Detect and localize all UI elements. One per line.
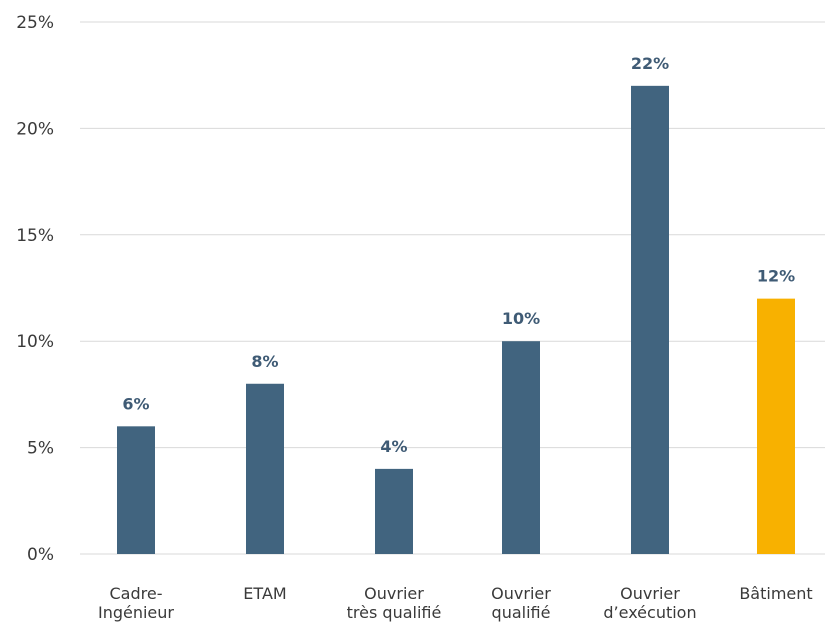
- category-label: Ouvrier très qualifié: [347, 584, 442, 622]
- y-tick-label: 10%: [16, 332, 54, 352]
- category-label: ETAM: [243, 584, 286, 603]
- category-label-line: ETAM: [243, 584, 286, 603]
- data-label: 4%: [380, 437, 407, 456]
- y-tick-label: 15%: [16, 226, 54, 246]
- bar: [631, 85, 669, 554]
- data-label: 10%: [502, 309, 540, 328]
- bar: [117, 426, 155, 554]
- category-label-line: Ouvrier: [620, 584, 680, 603]
- category-label-line: Ouvrier: [364, 584, 424, 603]
- data-label: 6%: [122, 394, 149, 413]
- y-tick-label: 5%: [27, 439, 54, 459]
- y-tick-label: 25%: [16, 13, 54, 33]
- y-tick-label: 20%: [16, 119, 54, 139]
- data-label: 22%: [631, 54, 669, 73]
- bar: [502, 341, 540, 554]
- category-label-line: Cadre-: [110, 584, 163, 603]
- category-label: Cadre-Ingénieur: [98, 584, 174, 622]
- category-label-line: qualifié: [492, 603, 551, 622]
- category-label: Ouvrier d’exécution: [603, 584, 696, 622]
- bar: [246, 383, 284, 554]
- category-label: Bâtiment: [739, 584, 812, 603]
- bar: [757, 298, 795, 554]
- bars: [117, 85, 795, 554]
- bar: [375, 468, 413, 554]
- y-axis-tick-labels: 0% 5% 10% 15% 20% 25%: [16, 13, 54, 565]
- category-label-line: Ouvrier: [491, 584, 551, 603]
- category-label-line: Ingénieur: [98, 603, 174, 622]
- category-label: Ouvrier qualifié: [491, 584, 551, 622]
- data-labels: 6% 8% 4% 10% 22% 12%: [122, 54, 795, 456]
- data-label: 8%: [251, 352, 278, 371]
- gridlines: [80, 21, 825, 555]
- category-label-line: Bâtiment: [739, 584, 812, 603]
- category-label-line: très qualifié: [347, 603, 442, 622]
- data-label: 12%: [757, 267, 795, 286]
- category-label-line: d’exécution: [603, 603, 696, 622]
- y-tick-label: 0%: [27, 545, 54, 565]
